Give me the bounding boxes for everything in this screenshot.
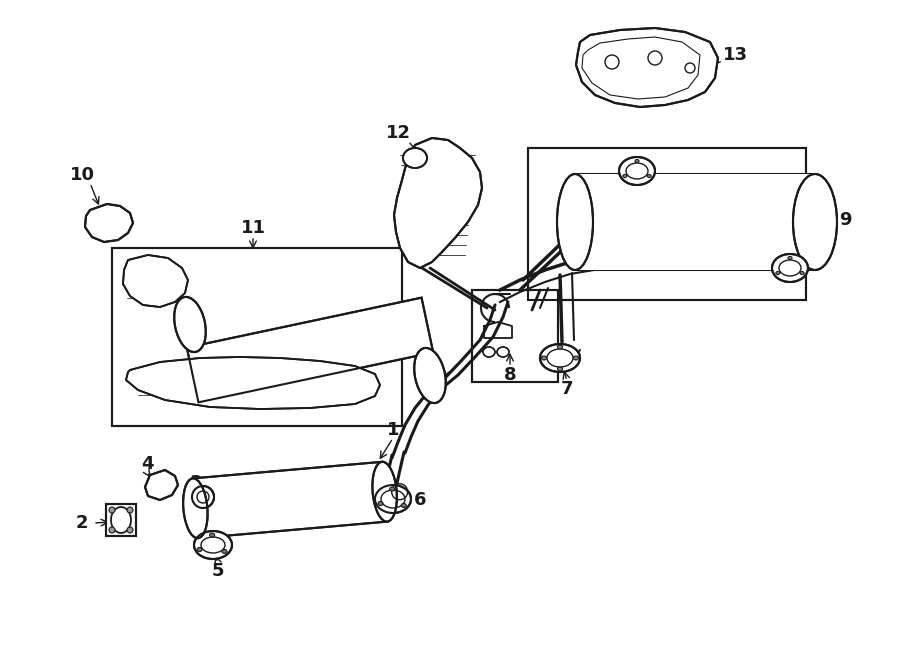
Ellipse shape (127, 527, 133, 533)
Bar (112, 248, 402, 426)
Ellipse shape (540, 344, 580, 372)
Ellipse shape (623, 175, 627, 178)
Polygon shape (576, 28, 718, 107)
Text: 4: 4 (140, 455, 153, 473)
Ellipse shape (403, 148, 427, 168)
Bar (528, 148, 806, 300)
Ellipse shape (483, 347, 495, 357)
Text: 11: 11 (240, 219, 266, 237)
Ellipse shape (635, 159, 639, 163)
Ellipse shape (390, 487, 395, 491)
Bar (528, 148, 806, 300)
Bar (112, 248, 402, 426)
Polygon shape (193, 462, 387, 538)
Ellipse shape (222, 549, 227, 553)
Text: 1: 1 (387, 421, 400, 439)
Ellipse shape (497, 347, 509, 357)
Ellipse shape (800, 272, 804, 274)
Bar (106, 504, 136, 536)
Text: 10: 10 (69, 166, 94, 184)
Text: 5: 5 (212, 562, 224, 580)
Ellipse shape (788, 256, 792, 260)
Ellipse shape (210, 533, 214, 537)
Bar (575, 174, 815, 270)
Ellipse shape (109, 507, 115, 513)
Ellipse shape (109, 527, 115, 533)
Ellipse shape (557, 367, 562, 371)
Text: 8: 8 (504, 366, 517, 384)
Text: 3: 3 (190, 474, 203, 492)
Ellipse shape (375, 485, 411, 513)
Ellipse shape (127, 507, 133, 513)
Bar (472, 290, 558, 382)
Ellipse shape (401, 504, 406, 508)
Ellipse shape (573, 356, 579, 360)
Polygon shape (126, 357, 380, 409)
Ellipse shape (619, 157, 655, 185)
Text: 12: 12 (385, 124, 410, 142)
Ellipse shape (542, 356, 546, 360)
Text: 9: 9 (839, 211, 851, 229)
Ellipse shape (772, 254, 808, 282)
Bar (472, 290, 558, 382)
Ellipse shape (192, 486, 214, 508)
Ellipse shape (776, 272, 780, 274)
Text: 13: 13 (723, 46, 748, 64)
Ellipse shape (557, 345, 562, 349)
Ellipse shape (183, 479, 208, 538)
Bar (106, 504, 136, 536)
Polygon shape (85, 204, 133, 242)
Polygon shape (394, 138, 482, 268)
Ellipse shape (197, 547, 202, 551)
Ellipse shape (793, 174, 837, 270)
Ellipse shape (175, 297, 206, 352)
Text: 7: 7 (561, 380, 573, 398)
Ellipse shape (194, 531, 232, 559)
Ellipse shape (373, 462, 397, 522)
Ellipse shape (647, 175, 651, 178)
Polygon shape (123, 255, 188, 307)
Text: 2: 2 (76, 514, 88, 532)
Polygon shape (145, 470, 178, 500)
Ellipse shape (414, 348, 446, 403)
Polygon shape (187, 297, 433, 403)
Text: 6: 6 (414, 491, 427, 509)
Ellipse shape (378, 502, 383, 506)
Ellipse shape (557, 174, 593, 270)
